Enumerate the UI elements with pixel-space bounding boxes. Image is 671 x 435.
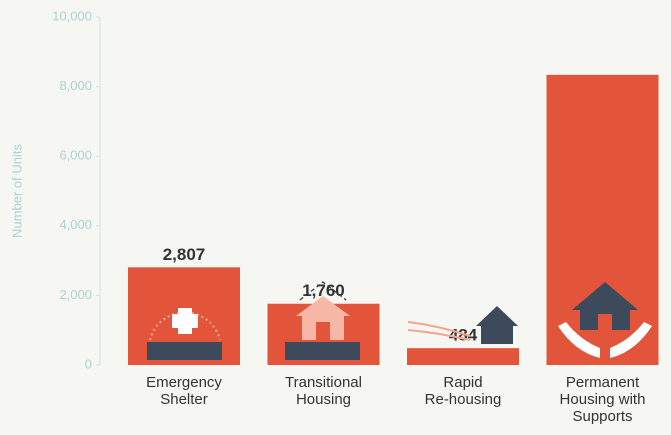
icon-hand (558, 322, 600, 358)
value-label: 1,760 (302, 281, 345, 300)
icon-swoosh (407, 329, 471, 341)
bars (128, 74, 659, 365)
y-tick-label: 2,000 (59, 287, 92, 302)
icon-house (476, 306, 518, 344)
value-label: 484 (449, 326, 478, 345)
y-tick-label: 4,000 (59, 217, 92, 232)
icons (147, 281, 652, 360)
icon-door (598, 314, 612, 330)
icon-roof (299, 281, 347, 301)
icon-base (285, 342, 360, 360)
value-label: 2,807 (163, 245, 206, 264)
icon-cross (172, 314, 198, 328)
icon-base (147, 342, 222, 360)
bar (407, 348, 519, 365)
icon-hand (610, 322, 652, 358)
icon-house (572, 282, 638, 330)
icon-door (316, 322, 330, 340)
x-tick-label: Rapid Re-housing (425, 374, 502, 408)
x-tick-label: Emergency Shelter (146, 374, 222, 408)
y-tick-label: 0 (85, 356, 92, 371)
icon-house (296, 296, 350, 340)
y-tick-label: 8,000 (59, 78, 92, 93)
y-tick-label: 6,000 (59, 148, 92, 163)
y-tick-label: 10,000 (52, 8, 92, 23)
icon-swoosh (407, 321, 471, 337)
x-tick-label: Permanent Housing with Supports (560, 374, 646, 425)
x-tick-label: Transitional Housing (285, 374, 362, 408)
y-axis-label: Number of Units (9, 144, 24, 238)
